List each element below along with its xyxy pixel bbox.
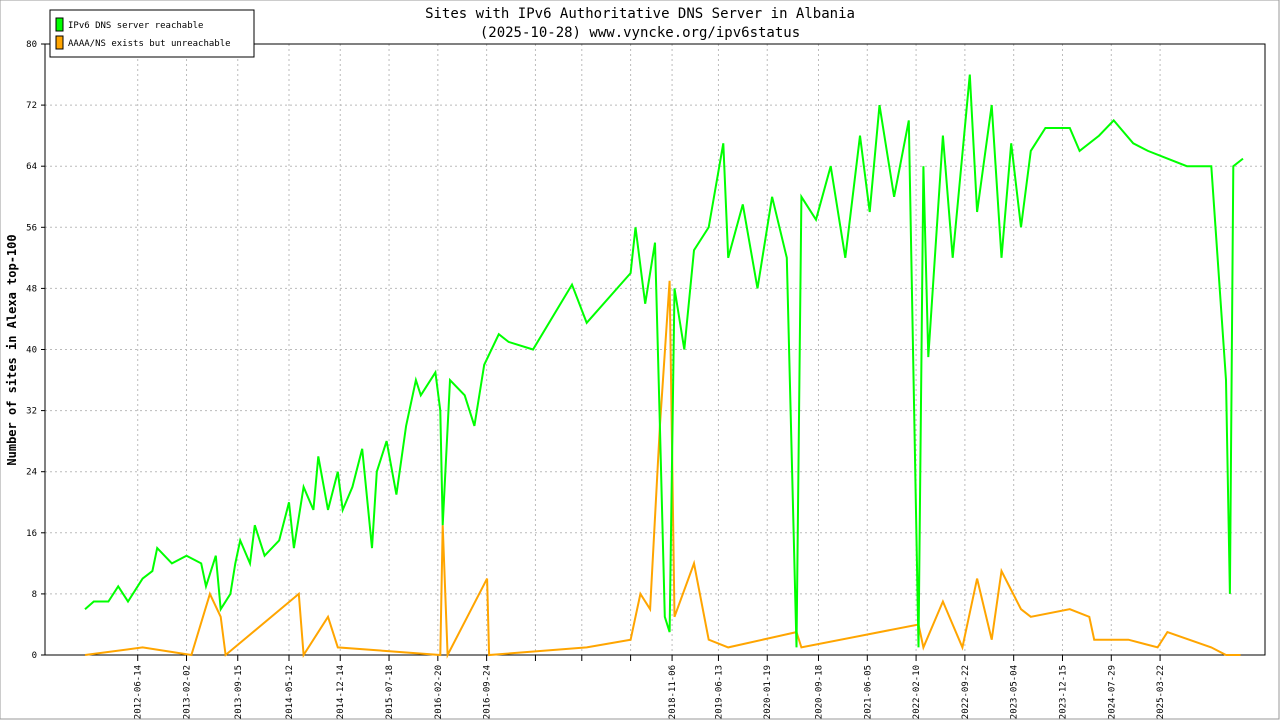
x-tick-label: 2016-02-20	[434, 665, 444, 719]
x-tick-label: 2013-02-02	[183, 665, 193, 719]
x-tick-label: 2015-07-18	[385, 665, 395, 719]
x-tick-label: 2021-06-05	[863, 665, 873, 719]
chart-subtitle: (2025-10-28) www.vyncke.org/ipv6status	[480, 25, 800, 41]
y-tick-label: 72	[26, 101, 37, 111]
y-tick-label: 24	[26, 468, 37, 478]
legend-label: AAAA/NS exists but unreachable	[68, 39, 231, 49]
x-tick-label: 2022-02-10	[912, 665, 922, 719]
legend-swatch	[55, 35, 64, 50]
plot-frame	[44, 43, 1266, 656]
y-tick-label: 0	[32, 651, 37, 661]
x-tick-label: 2022-09-22	[961, 665, 971, 719]
y-tick-label: 16	[26, 529, 37, 539]
legend-box	[49, 9, 255, 58]
x-tick-label: 2014-12-14	[336, 665, 346, 719]
x-tick-label: 2012-06-14	[134, 665, 144, 719]
x-tick-label: 2020-01-19	[763, 665, 773, 719]
y-tick-label: 64	[26, 162, 37, 172]
x-tick-label: 2013-09-15	[234, 665, 244, 719]
x-tick-label: 2023-12-15	[1058, 665, 1068, 719]
legend-label: IPv6 DNS server reachable	[68, 21, 203, 31]
y-tick-label: 32	[26, 407, 37, 417]
x-tick-label: 2020-09-18	[814, 665, 824, 719]
y-tick-label: 56	[26, 223, 37, 233]
x-tick-label: 2014-05-12	[285, 665, 295, 719]
y-axis-label: Number of sites in Alexa top-100	[5, 234, 19, 465]
legend-swatch	[55, 17, 64, 32]
x-tick-label: 2019-06-13	[714, 665, 724, 719]
y-tick-label: 48	[26, 284, 37, 294]
y-tick-label: 8	[32, 590, 37, 600]
series-line	[84, 280, 1241, 659]
y-tick-label: 40	[26, 346, 37, 356]
series-line	[84, 74, 1244, 648]
x-tick-label: 2023-05-04	[1010, 665, 1020, 719]
chart-title: Sites with IPv6 Authoritative DNS Server…	[425, 6, 855, 22]
x-tick-label: 2024-07-29	[1107, 665, 1117, 719]
y-tick-label: 80	[26, 40, 37, 50]
x-tick-label: 2016-09-24	[483, 665, 493, 719]
x-tick-label: 2018-11-06	[668, 665, 678, 719]
x-tick-label: 2025-03-22	[1156, 665, 1166, 719]
